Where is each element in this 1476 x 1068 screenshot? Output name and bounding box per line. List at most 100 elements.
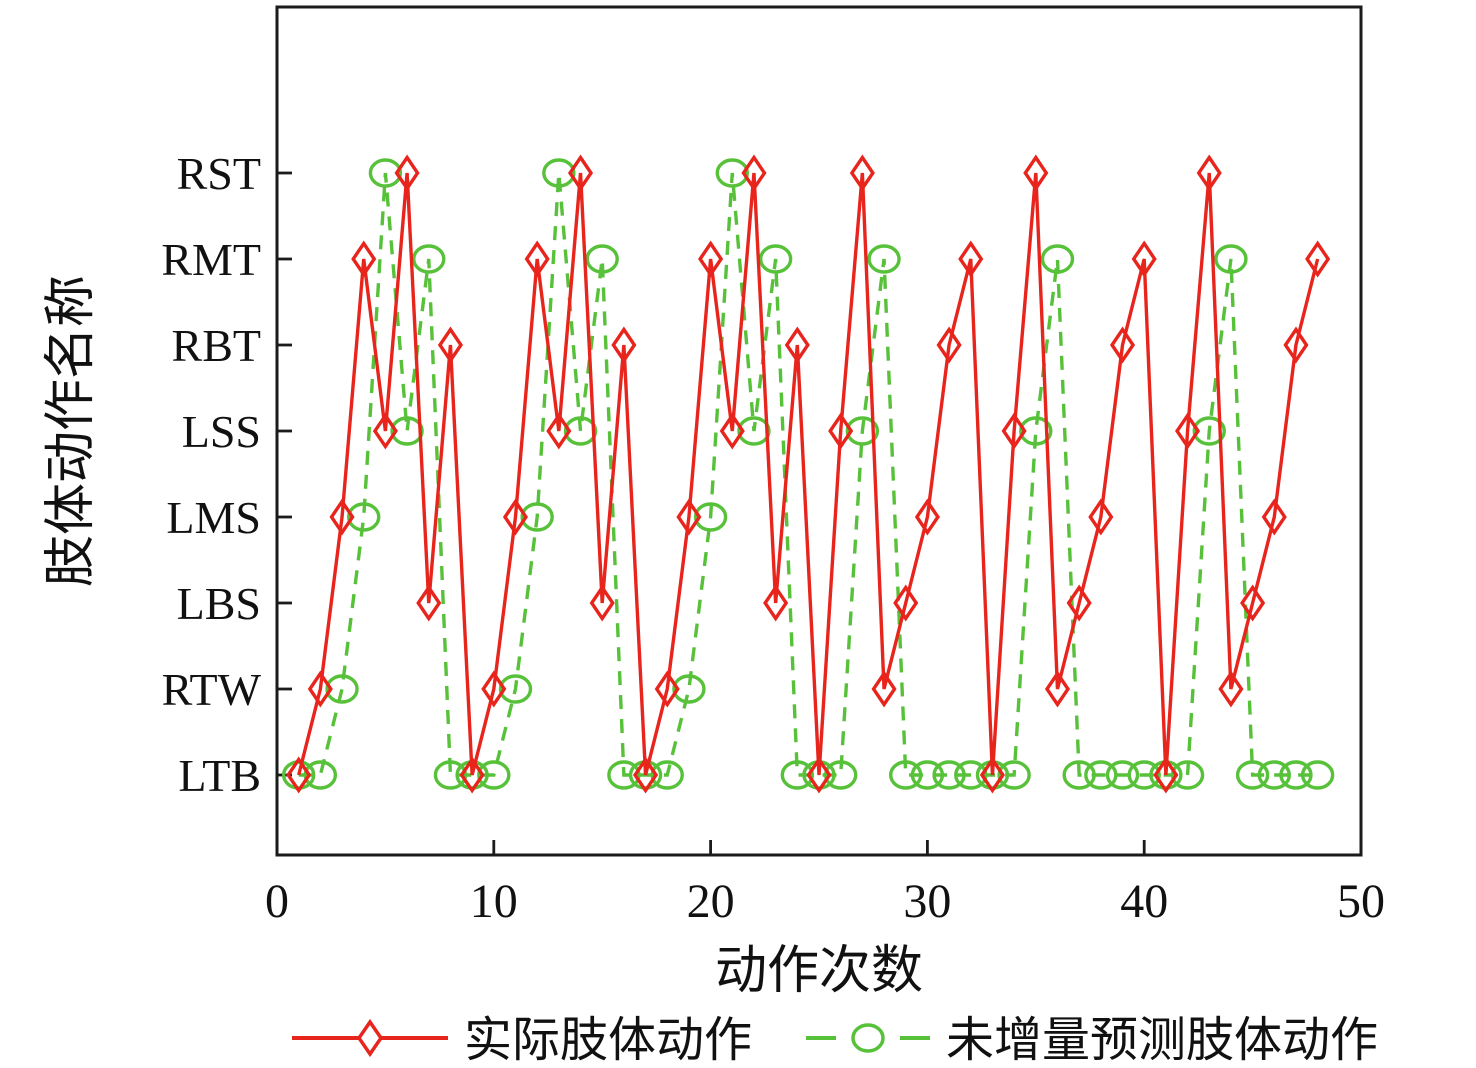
actual-series-point — [719, 412, 745, 450]
actual-series-point — [741, 154, 767, 192]
predicted-series-point — [1257, 760, 1291, 790]
predicted-series-point — [867, 244, 901, 274]
predicted-series-point — [563, 416, 598, 446]
actual-series-point — [589, 584, 615, 622]
actual-series-point — [329, 498, 355, 536]
actual-series-point — [1240, 584, 1266, 622]
predicted-series-point — [1084, 760, 1118, 790]
actual-series-point — [394, 154, 420, 192]
x-axis-ticks — [275, 840, 1363, 855]
predicted-series-point — [325, 674, 359, 704]
y-axis-ticks — [277, 171, 292, 777]
y-axis-title: 肢体动作名称 — [43, 275, 100, 587]
predicted-series-point — [1214, 244, 1248, 274]
y-tick-labels: LTB RTW LBS LMS LSS RBT RMT RST — [161, 148, 261, 801]
predicted-series-point — [390, 416, 424, 446]
predicted-series-point — [412, 244, 446, 274]
actual-series-point — [979, 756, 1005, 794]
y-tick-label: RMT — [161, 234, 261, 285]
predicted-series-point — [997, 760, 1031, 790]
actual-series-point — [654, 670, 680, 708]
predicted-series-line — [298, 172, 1318, 777]
actual-series-point — [1175, 412, 1201, 450]
legend-predicted-label: 未增量预测肢体动作 — [946, 1014, 1378, 1067]
predicted-series-point — [1300, 760, 1335, 790]
predicted-series-point — [607, 760, 641, 790]
actual-series-point — [871, 670, 897, 708]
predicted-series-point — [1192, 416, 1226, 446]
x-tick-labels: 0 10 20 30 40 50 — [265, 875, 1385, 928]
x-axis-title: 动作次数 — [715, 943, 923, 1000]
actual-series-point — [958, 240, 984, 278]
predicted-series-point — [1127, 760, 1161, 790]
actual-series-point — [763, 584, 789, 622]
actual-series-line — [297, 172, 1320, 776]
predicted-series-point — [954, 760, 988, 790]
x-tick-label: 10 — [470, 875, 518, 928]
predicted-series-point — [368, 158, 403, 188]
predicted-series-point — [477, 760, 511, 790]
legend-predicted-circle-icon — [851, 1023, 885, 1053]
y-tick-label: LTB — [178, 750, 261, 801]
x-tick-label: 0 — [265, 875, 289, 928]
actual-series-point — [416, 584, 442, 622]
predicted-series-point — [737, 416, 771, 446]
predicted-series-point — [780, 760, 815, 790]
actual-series-point — [849, 154, 875, 192]
actual-series-point — [1001, 412, 1027, 450]
actual-series-point — [459, 756, 485, 794]
x-tick-label: 20 — [687, 875, 735, 928]
y-tick-label: RST — [177, 148, 261, 199]
actual-series-point — [1131, 240, 1157, 278]
actual-series-point — [611, 326, 637, 364]
predicted-series-point — [1040, 244, 1075, 274]
actual-series-point — [1153, 756, 1179, 794]
actual-series-point — [1109, 326, 1136, 364]
actual-series-point — [1023, 154, 1049, 192]
predicted-series-point — [520, 502, 554, 532]
predicted-series-point — [910, 760, 945, 790]
actual-series-point — [351, 240, 377, 278]
predicted-series-point — [542, 158, 576, 188]
predicted-series-point — [845, 416, 880, 446]
actual-series-point — [914, 498, 940, 536]
predicted-series-point — [1170, 760, 1205, 790]
actual-series-point — [633, 756, 659, 794]
actual-series-point — [893, 584, 919, 622]
actual-series-point — [1196, 154, 1222, 192]
actual-series-point — [1283, 326, 1309, 364]
y-tick-label: LMS — [166, 492, 261, 543]
actual-series-point — [1218, 670, 1244, 708]
actual-series-point — [481, 670, 507, 708]
actual-series-point — [1261, 498, 1287, 536]
actual-series-point — [567, 154, 594, 192]
actual-series-point — [437, 326, 463, 364]
predicted-series-point — [650, 760, 684, 790]
predicted-series-point — [303, 760, 338, 790]
actual-series-point — [307, 670, 333, 708]
actual-series-point — [1305, 240, 1331, 278]
y-tick-label: RBT — [172, 320, 261, 371]
predicted-series-point — [433, 760, 468, 790]
legend: 实际肢体动作 未增量预测肢体动作 — [292, 1014, 1378, 1067]
predicted-series-point — [1235, 760, 1270, 790]
y-tick-label: RTW — [162, 664, 262, 715]
x-tick-label: 40 — [1120, 875, 1168, 928]
predicted-series-point — [585, 244, 619, 274]
actual-series-point — [936, 326, 962, 364]
predicted-series-point — [347, 502, 381, 532]
predicted-series-point — [758, 244, 793, 274]
y-tick-label: LBS — [177, 578, 261, 629]
predicted-series-point — [889, 760, 923, 790]
actual-series-point — [784, 326, 810, 364]
actual-series-point — [676, 498, 702, 536]
legend-actual-diamond-icon — [356, 1018, 384, 1058]
predicted-series-point — [693, 502, 728, 532]
predicted-series-point — [1105, 760, 1140, 790]
x-tick-label: 30 — [903, 875, 951, 928]
actual-series-point — [1066, 584, 1092, 622]
actual-series-point — [372, 412, 398, 450]
predicted-series-point — [498, 674, 533, 704]
x-tick-label: 50 — [1337, 875, 1385, 928]
